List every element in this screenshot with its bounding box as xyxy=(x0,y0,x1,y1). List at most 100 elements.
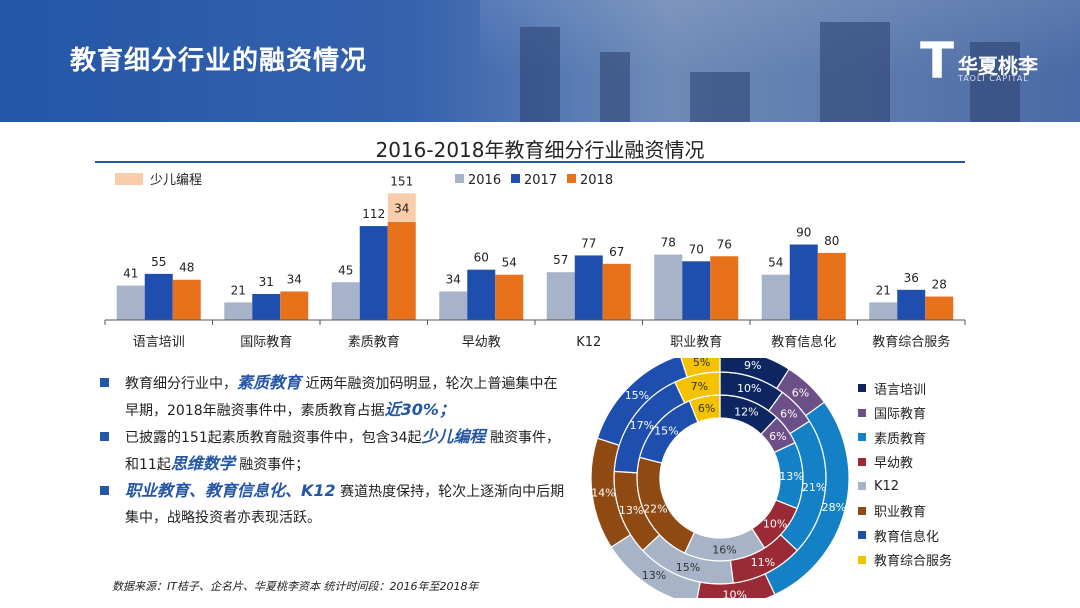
skyline-building xyxy=(690,72,750,122)
bar-value-label: 21 xyxy=(876,283,891,297)
donut-slice-label: 11% xyxy=(751,556,775,569)
page-title: 教育细分行业的融资情况 xyxy=(70,46,368,76)
logo-mark: T xyxy=(920,32,955,90)
bullet-marker xyxy=(100,486,109,495)
donut-slice-label: 14% xyxy=(591,487,615,500)
bar-value-label: 31 xyxy=(259,275,274,289)
legend-swatch xyxy=(858,555,866,564)
bar-value-label: 54 xyxy=(502,256,517,270)
bar-2017-3 xyxy=(467,269,496,320)
body-text: 融资事件； xyxy=(234,457,310,473)
legend-label: 早幼教 xyxy=(874,456,914,472)
donut-slice-label: 10% xyxy=(737,382,761,395)
legend-label-2017: 2017 xyxy=(524,173,557,188)
bar-value-label: 41 xyxy=(123,267,138,281)
donut-legend-item: 语言培训 xyxy=(858,376,952,401)
bullet-item: 教育细分行业中，素质教育 近两年融资加码明显，轮次上普遍集中在早期，2018年融… xyxy=(100,370,570,424)
legend-swatch xyxy=(858,384,866,393)
donut-slice-label: 15% xyxy=(625,389,649,402)
donut-legend: 语言培训国际教育素质教育早幼教 K12 职业教育教育信息化教育综合服务 xyxy=(858,376,952,572)
donut-slice-label: 13% xyxy=(642,569,666,582)
legend-swatch xyxy=(858,482,866,491)
source-note: 数据来源：IT桔子、企名片、华夏桃李资本 统计时间段：2016年至2018年 xyxy=(112,580,479,593)
bar-2017-4 xyxy=(574,255,603,320)
category-label: 教育综合服务 xyxy=(872,334,950,350)
legend-swatch xyxy=(858,433,866,442)
skyline-building xyxy=(600,52,630,122)
skyline-building xyxy=(520,27,560,122)
donut-slice-label: 21% xyxy=(802,481,826,494)
logo-name: 华夏桃李 xyxy=(958,54,1038,78)
bar-value-label: 76 xyxy=(717,237,732,251)
donut-slice-label: 10% xyxy=(723,589,747,598)
bar-value-label: 67 xyxy=(609,245,624,259)
highlight-text: 思维数学 xyxy=(170,454,235,473)
legend-label: K12 xyxy=(874,478,900,494)
legend-swatch xyxy=(858,506,866,515)
bar-2017-7 xyxy=(897,289,926,320)
donut-slice-label: 6% xyxy=(698,402,715,415)
donut-slice-label: 6% xyxy=(769,430,786,443)
bullet-list: 教育细分行业中，素质教育 近两年融资加码明显，轮次上普遍集中在早期，2018年融… xyxy=(100,370,570,531)
bar-value-label: 112 xyxy=(362,207,385,221)
header-banner: 教育细分行业的融资情况 T 华夏桃李 TAOLI CAPITAL xyxy=(0,0,1080,122)
bar-chart: 2016 2017 2018 少儿编程 41 55 48 语言培训 21 31 34 国际教育 45 11… xyxy=(104,173,966,350)
highlight-text: 少儿编程 xyxy=(421,427,486,446)
bar-2018-1 xyxy=(280,291,309,320)
bar-2018-7 xyxy=(925,296,954,320)
logo-subtitle: TAOLI CAPITAL xyxy=(958,74,1029,83)
bullet-item: 职业教育、教育信息化、K12 赛道热度保持，轮次上逐渐向中后期集中，战略投资者亦… xyxy=(100,478,570,531)
bullet-marker xyxy=(100,432,109,441)
category-label: 教育信息化 xyxy=(771,334,836,350)
legend-label-programming: 少儿编程 xyxy=(150,173,202,188)
bar-2016-0 xyxy=(116,285,145,320)
bar-2017-0 xyxy=(144,273,173,320)
legend-label: 教育综合服务 xyxy=(874,554,953,570)
bar-value-label: 57 xyxy=(553,253,568,267)
donut-legend-item: 教育信息化 xyxy=(858,523,952,548)
body-text: 赛道热度保持，轮次上逐渐向中后期集中，战略投资者亦表现活跃。 xyxy=(125,484,565,526)
bar-value-label: 80 xyxy=(824,234,839,248)
donut-slice-label: 15% xyxy=(676,561,700,574)
skyline-building xyxy=(970,42,1020,122)
chart-title: 2016-2018年教育细分行业融资情况 xyxy=(375,138,705,162)
donut-slice-label: 10% xyxy=(763,518,787,531)
donut-chart: 12% 6% 13% 10% 16% 22% 15% 6% 10% 6% 21% 11% 15% 13% 1… xyxy=(590,358,850,598)
legend-label: 职业教育 xyxy=(874,505,927,521)
skyline-building xyxy=(820,22,890,122)
bar-2016-5 xyxy=(654,254,683,320)
body-text: 教育细分行业中， xyxy=(125,376,237,392)
bullet-item: 已披露的151起素质教育融资事件中，包含34起少儿编程 融资事件，和11起思维数… xyxy=(100,424,570,478)
donut-slice-label: 13% xyxy=(619,504,643,517)
bar-value-label: 151 xyxy=(390,174,413,188)
highlight-text: 素质教育 xyxy=(237,373,302,392)
bar-2017-6 xyxy=(789,244,818,320)
donut-slice-label: 15% xyxy=(654,425,678,438)
donut-slice-label: 6% xyxy=(792,386,809,399)
legend-label: 国际教育 xyxy=(874,407,927,423)
donut-legend-item: K12 xyxy=(858,474,952,499)
legend-swatch-2017 xyxy=(511,174,520,183)
donut-slice-label: 17% xyxy=(630,419,654,432)
donut-slice-label: 9% xyxy=(744,359,761,372)
legend-label: 语言培训 xyxy=(874,382,927,398)
bar-2018-4 xyxy=(602,263,631,320)
bar-2018-6 xyxy=(817,252,846,320)
bar-value-label: 36 xyxy=(904,271,919,285)
bar-segment-programming xyxy=(387,193,416,222)
category-label: 国际教育 xyxy=(240,334,292,350)
bar-2018-2 xyxy=(387,221,416,320)
donut-slice-label: 5% xyxy=(693,358,710,369)
donut-slice-label: 12% xyxy=(734,406,758,419)
bar-value-label: 34 xyxy=(287,272,302,286)
donut-legend-item: 早幼教 xyxy=(858,450,952,475)
bar-value-label: 78 xyxy=(661,236,676,250)
bar-2017-5 xyxy=(682,261,711,320)
category-label: 职业教育 xyxy=(670,334,722,350)
legend-swatch-2016 xyxy=(455,174,464,183)
legend-swatch xyxy=(858,531,866,540)
donut-legend-item: 素质教育 xyxy=(858,425,952,450)
donut-slice-label: 28% xyxy=(822,501,846,514)
bar-2016-7 xyxy=(869,302,898,320)
bar-value-label: 60 xyxy=(474,251,489,265)
